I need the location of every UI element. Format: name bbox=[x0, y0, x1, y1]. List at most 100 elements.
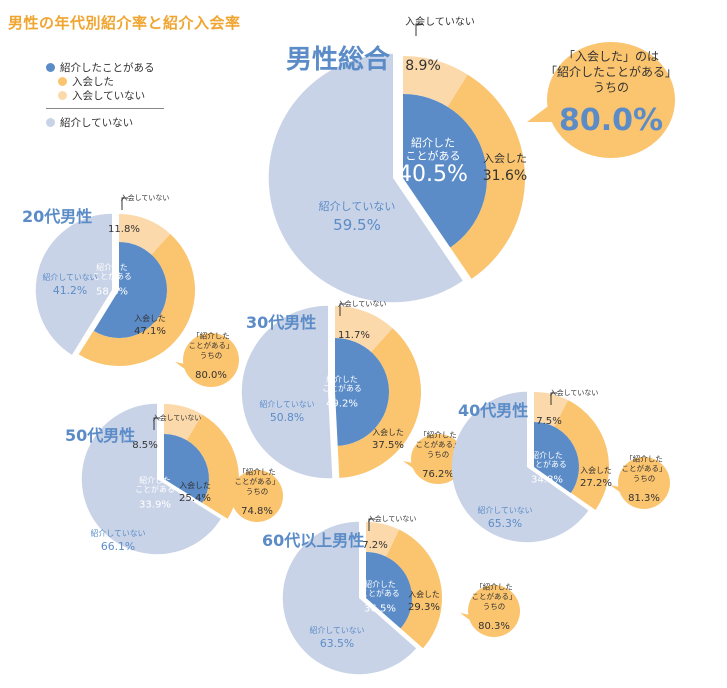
value-not-referred: 59.5% bbox=[333, 216, 381, 234]
callout-line-not-joined bbox=[368, 518, 375, 531]
slice-joined bbox=[447, 74, 525, 279]
legend-item-joined: 入会した bbox=[46, 74, 164, 88]
value-not-referred: 41.2% bbox=[53, 284, 87, 297]
label-joined: 入会した bbox=[408, 589, 440, 599]
chart-title: 40代男性 bbox=[458, 401, 528, 420]
chart-title: 30代男性 bbox=[246, 313, 316, 332]
label-not-joined: 入会していない bbox=[405, 15, 475, 28]
legend-divider bbox=[46, 108, 164, 109]
bubble bbox=[411, 434, 465, 484]
slice-joined bbox=[78, 233, 195, 366]
value-joined: 31.6% bbox=[483, 168, 527, 184]
value-referred: 36.5% bbox=[364, 604, 396, 615]
value-referred: 49.2% bbox=[326, 399, 358, 410]
slice-referred bbox=[335, 338, 390, 446]
slice-not-referred bbox=[35, 213, 112, 355]
label-joined: 入会した bbox=[580, 465, 612, 475]
label-not-referred: 紹介していない bbox=[90, 528, 145, 538]
slice-referred bbox=[164, 434, 210, 503]
label-not-joined: 入会していない bbox=[153, 413, 202, 422]
slice-not-joined bbox=[534, 392, 569, 427]
slice-joined bbox=[337, 328, 422, 478]
value-joined: 27.2% bbox=[580, 478, 612, 489]
legend-label-not-referred: 紹介していない bbox=[60, 116, 134, 129]
legend: 紹介したことがある 入会した 入会していない 紹介していない bbox=[46, 60, 164, 129]
legend-label-joined: 入会した bbox=[72, 75, 114, 88]
bubble-value: 80.3% bbox=[478, 621, 510, 632]
bubble-value: 81.3% bbox=[628, 493, 660, 504]
bubble-tail bbox=[610, 485, 624, 495]
slice-not-joined bbox=[119, 214, 171, 255]
bubble-tail bbox=[223, 498, 237, 508]
slice-not-referred bbox=[451, 391, 589, 543]
value-not-referred: 50.8% bbox=[270, 411, 304, 424]
legend-item-not-joined: 入会していない bbox=[46, 88, 164, 102]
bubble-value: 76.2% bbox=[422, 469, 454, 480]
slice-referred bbox=[93, 242, 167, 338]
legend-swatch-referred bbox=[46, 62, 55, 72]
label-joined: 入会した bbox=[134, 313, 166, 323]
bubble-tail bbox=[460, 613, 474, 623]
slice-not-joined bbox=[335, 306, 393, 352]
bubble bbox=[183, 333, 239, 387]
callout-line-not-joined bbox=[339, 303, 346, 316]
label-referred: 紹介したことがある bbox=[360, 579, 400, 598]
slice-referred bbox=[366, 552, 412, 629]
label-not-referred: 紹介していない bbox=[42, 272, 97, 282]
slice-referred bbox=[534, 422, 579, 493]
value-joined: 25.4% bbox=[179, 493, 211, 504]
value-not-joined: 7.2% bbox=[362, 540, 388, 551]
label-not-referred: 紹介していない bbox=[259, 399, 314, 409]
value-joined: 47.1% bbox=[134, 326, 166, 337]
legend-swatch-not-joined bbox=[58, 90, 67, 100]
chart-title: 50代男性 bbox=[65, 426, 135, 445]
label-not-referred: 紹介していない bbox=[309, 625, 364, 635]
slice-not-joined bbox=[164, 404, 203, 441]
value-not-joined: 7.5% bbox=[536, 416, 562, 427]
value-referred: 40.5% bbox=[398, 162, 468, 187]
label-referred: 紹介したことがある bbox=[92, 262, 132, 281]
bubble-text: 「紹介したことがある」うちの bbox=[622, 453, 667, 483]
bubble-text: 「入会した」のは「紹介したことがある」うちの bbox=[545, 49, 677, 94]
legend-item-not-referred: 紹介していない bbox=[46, 115, 164, 129]
page-title: 男性の年代別紹介率と紹介入会率 bbox=[8, 14, 241, 32]
bubble-text: 「紹介したことがある」うちの bbox=[189, 330, 234, 360]
bubble bbox=[547, 42, 675, 158]
value-not-joined: 8.9% bbox=[405, 58, 441, 74]
label-not-joined: 入会していない bbox=[550, 388, 599, 397]
value-referred: 58.8% bbox=[96, 287, 128, 298]
bubble-tail bbox=[175, 362, 189, 372]
pie-chart-6 bbox=[282, 518, 520, 675]
chart-title: 60代以上男性 bbox=[262, 531, 364, 550]
label-not-referred: 紹介していない bbox=[319, 200, 396, 213]
slice-not-joined bbox=[403, 56, 468, 107]
legend-label-referred: 紹介したことがある bbox=[60, 61, 155, 74]
callout-line-not-joined bbox=[415, 23, 422, 36]
slice-not-referred bbox=[81, 403, 221, 555]
bubble-tail bbox=[527, 104, 561, 122]
label-not-joined: 入会していない bbox=[338, 299, 387, 308]
callout-line-not-joined bbox=[121, 197, 128, 210]
label-referred: 紹介したことがある bbox=[527, 450, 567, 469]
pie-chart-5 bbox=[81, 403, 283, 555]
bubble-text: 「紹介したことがある」うちの bbox=[472, 581, 517, 611]
slice-not-referred bbox=[268, 53, 463, 303]
slice-not-referred bbox=[241, 305, 333, 479]
bubble bbox=[231, 470, 283, 522]
legend-swatch-joined bbox=[58, 76, 67, 86]
bubble-tail bbox=[403, 461, 417, 471]
value-not-joined: 11.8% bbox=[108, 224, 140, 235]
label-not-joined: 入会していない bbox=[368, 514, 417, 523]
value-referred: 34.8% bbox=[531, 475, 563, 486]
value-not-joined: 8.5% bbox=[132, 440, 158, 451]
callout-line-not-joined bbox=[550, 392, 557, 405]
label-referred: 紹介したことがある bbox=[406, 137, 461, 163]
value-not-joined: 11.7% bbox=[338, 330, 370, 341]
legend-label-not-joined: 入会していない bbox=[72, 89, 146, 102]
value-referred: 33.9% bbox=[139, 500, 171, 511]
slice-not-joined bbox=[366, 522, 400, 557]
pie-chart-2 bbox=[35, 197, 239, 387]
bubble bbox=[468, 585, 520, 637]
pie-chart-4 bbox=[451, 391, 670, 543]
